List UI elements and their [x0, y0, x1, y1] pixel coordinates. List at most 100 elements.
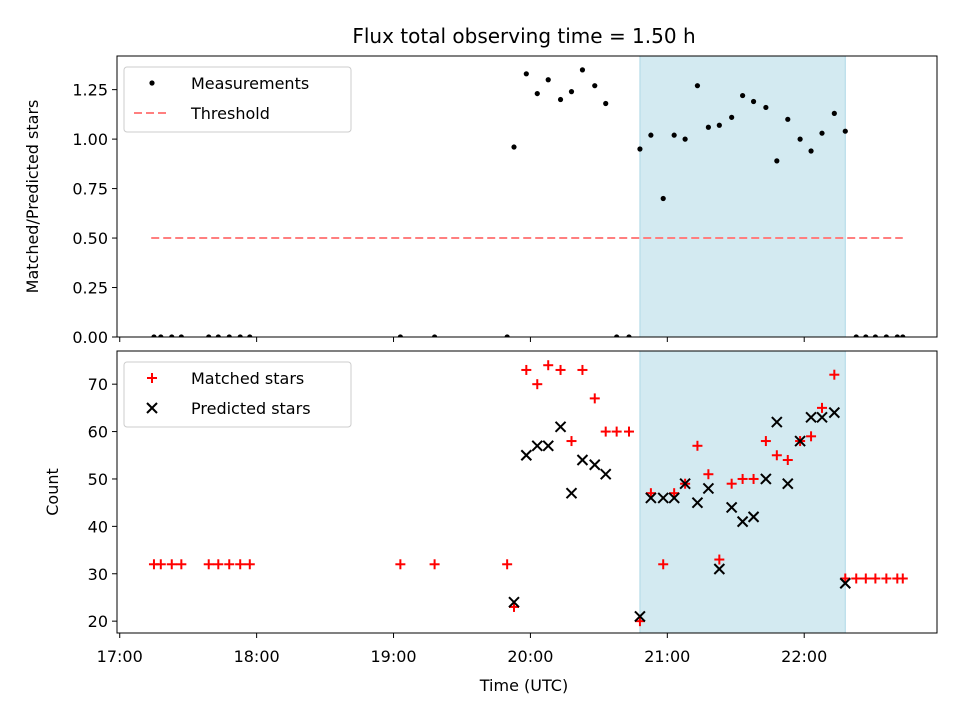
measurement-point: [614, 334, 620, 337]
predicted-star-marker: [576, 454, 589, 466]
y-tick-label: 50: [88, 470, 108, 489]
matched-star-marker: [176, 559, 187, 570]
predicted-star-marker: [828, 406, 841, 419]
matched-star-marker: [395, 559, 406, 570]
matched-star-marker: [897, 573, 908, 584]
y-tick-label: 70: [88, 375, 108, 394]
measurement-point: [740, 92, 746, 99]
measurement-point: [900, 334, 906, 337]
measurement-point: [660, 195, 666, 202]
predicted-star-marker: [839, 577, 851, 589]
measurement-point: [397, 334, 403, 337]
measurement-point: [694, 83, 701, 89]
predicted-star-marker: [691, 496, 704, 509]
measurement-point: [151, 334, 157, 337]
matched-star-marker: [623, 426, 634, 437]
measurement-point: [178, 334, 184, 337]
predicted-star-marker: [760, 473, 772, 485]
measurement-point: [557, 96, 564, 103]
measurement-point: [671, 132, 677, 138]
predicted-star-marker: [589, 459, 601, 471]
matched-star-marker: [543, 360, 554, 371]
matched-star-marker: [851, 573, 862, 584]
predicted-star-marker: [542, 440, 554, 452]
measurement-point: [716, 122, 722, 128]
predicted-star-marker: [725, 501, 738, 514]
measurement-point: [894, 334, 900, 337]
x-tick-label: 17:00: [97, 647, 143, 666]
y-axis-label: Count: [43, 468, 62, 516]
legend: Matched stars Predicted stars: [123, 361, 352, 428]
measurement-point: [863, 334, 869, 337]
measurement-point: [247, 334, 253, 337]
y-tick-label: 40: [88, 517, 108, 536]
measurement-point: [579, 67, 586, 73]
predicted-star-marker: [565, 487, 578, 499]
x-tick-label: 20:00: [507, 647, 553, 666]
matched-star-marker: [566, 436, 577, 447]
predicted-star-marker: [816, 411, 828, 424]
predicted-star-marker: [747, 511, 760, 523]
matched-star-marker: [224, 559, 235, 570]
measurement-point: [237, 334, 243, 337]
predicted-star-marker: [645, 492, 657, 504]
chart-title: Flux total observing time = 1.50 h: [352, 24, 695, 48]
matched-star-marker: [714, 554, 725, 565]
matched-star-marker: [577, 364, 588, 375]
y-tick-label: 60: [88, 423, 108, 442]
x-tick-label: 22:00: [781, 647, 827, 666]
predicted-star-marker: [702, 482, 715, 495]
predicted-star-marker: [508, 596, 520, 608]
x-tick-label: 21:00: [644, 647, 690, 666]
matched-star-marker: [600, 426, 611, 437]
matched-star-marker: [817, 402, 828, 413]
matched-star-marker: [881, 573, 892, 584]
x-axis-label: Time (UTC): [479, 676, 568, 695]
predicted-star-marker: [554, 421, 567, 433]
measurement-point: [774, 158, 780, 164]
predicted-star-marker: [531, 440, 543, 452]
predicted-star-marker: [679, 477, 691, 490]
predicted-star-marker: [782, 477, 794, 490]
matched-star-marker: [658, 559, 669, 570]
measurement-point: [504, 334, 510, 337]
y-tick-label: 0.50: [72, 229, 108, 248]
measurement-point: [842, 128, 848, 134]
y-tick-label: 1.00: [72, 130, 108, 149]
measurement-point: [534, 90, 540, 97]
matched-star-marker: [760, 436, 771, 447]
matched-star-marker: [748, 473, 759, 484]
matched-star-marker: [782, 455, 793, 466]
x-tick-label: 18:00: [234, 647, 280, 666]
bottom-panel: 20 30 40 50 60 70 17:00 18:00 19:00 20:00 21:00 22:…: [43, 350, 938, 695]
y-tick-label: 20: [88, 612, 108, 631]
predicted-star-marker: [668, 492, 680, 504]
matched-star-marker: [806, 431, 817, 442]
measurement-point: [523, 71, 529, 77]
top-panel: 0.00 0.25 0.50 0.75 1.00 1.25 Matched/Predicte…: [23, 55, 938, 347]
y-tick-label: 0.25: [72, 279, 108, 298]
matched-star-marker: [737, 473, 748, 484]
matched-star-marker: [703, 469, 714, 480]
matched-star-marker: [726, 478, 737, 489]
matched-star-marker: [203, 559, 214, 570]
matched-star-marker: [235, 559, 246, 570]
measurement-point: [626, 334, 632, 337]
y-tick-label: 0.00: [72, 328, 108, 347]
observing-window-span: [639, 350, 846, 634]
measurement-point: [637, 146, 643, 152]
predicted-star-marker: [794, 435, 806, 447]
measurement-point: [592, 83, 598, 89]
legend: Measurements Threshold: [123, 66, 352, 133]
matched-star-marker: [692, 440, 703, 451]
predicted-star-marker: [771, 416, 783, 428]
measurement-point: [431, 334, 438, 337]
measurement-point: [215, 334, 221, 337]
matched-star-marker: [502, 559, 513, 570]
predicted-star-marker: [805, 411, 817, 424]
measurement-point: [603, 100, 609, 107]
predicted-star-marker: [634, 610, 646, 623]
matched-star-marker: [829, 369, 840, 380]
matched-star-marker: [244, 559, 255, 570]
